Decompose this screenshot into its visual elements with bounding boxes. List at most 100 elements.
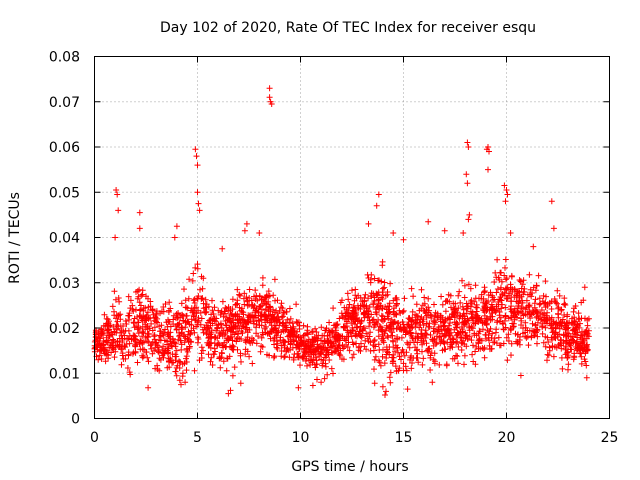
data-point — [349, 328, 356, 334]
data-point — [383, 306, 390, 313]
data-point — [274, 345, 281, 352]
data-point — [111, 288, 118, 295]
data-point — [273, 332, 280, 339]
data-point — [280, 337, 287, 344]
data-point — [564, 355, 571, 361]
data-point — [370, 316, 377, 323]
data-point — [432, 358, 438, 365]
data-point — [392, 348, 398, 355]
data-point — [179, 329, 185, 336]
data-point — [565, 361, 572, 368]
data-point — [413, 301, 420, 308]
data-point — [122, 344, 129, 351]
data-point — [258, 322, 265, 329]
data-point — [234, 335, 241, 342]
data-point — [461, 352, 468, 359]
data-point — [96, 335, 103, 342]
y-tick-label: 0.06 — [49, 140, 80, 156]
data-point — [557, 337, 564, 344]
data-point — [195, 336, 202, 342]
data-point — [379, 353, 386, 360]
data-point — [118, 361, 125, 368]
data-point — [102, 358, 109, 365]
data-point — [440, 322, 447, 329]
data-point — [117, 316, 124, 323]
data-point — [318, 379, 325, 386]
data-point — [485, 332, 492, 339]
data-point — [295, 334, 302, 340]
data-point — [108, 349, 115, 356]
data-point — [425, 295, 432, 302]
data-point — [578, 299, 585, 306]
data-point — [402, 363, 409, 370]
data-point — [548, 316, 555, 323]
data-point — [459, 277, 465, 284]
data-point — [371, 275, 378, 282]
data-point — [291, 338, 298, 345]
data-point — [300, 322, 307, 329]
data-point — [362, 291, 369, 298]
data-point — [118, 345, 125, 352]
axis-ticks — [94, 56, 610, 419]
data-point — [455, 292, 462, 299]
data-point — [546, 344, 553, 351]
data-point — [134, 359, 141, 366]
data-point — [132, 341, 139, 348]
data-point — [253, 314, 259, 321]
data-point — [483, 321, 490, 328]
data-point — [195, 317, 202, 324]
data-point — [115, 207, 122, 214]
data-point — [274, 319, 281, 325]
data-point — [548, 198, 555, 205]
data-point — [125, 293, 132, 300]
data-point — [229, 372, 236, 379]
data-point — [182, 335, 189, 342]
data-point — [185, 328, 192, 335]
data-point — [354, 302, 361, 309]
data-point — [475, 319, 482, 325]
data-point — [379, 289, 386, 296]
data-point — [192, 264, 199, 271]
data-point — [329, 328, 336, 335]
data-point — [481, 284, 488, 291]
data-point — [182, 324, 189, 331]
data-point — [166, 364, 173, 371]
data-point — [351, 310, 357, 317]
data-point — [276, 308, 283, 314]
data-point — [501, 289, 508, 296]
data-point — [354, 318, 361, 325]
data-point — [420, 316, 427, 323]
data-point — [171, 339, 177, 346]
data-point — [151, 333, 158, 340]
data-point — [408, 318, 415, 325]
data-point — [205, 341, 212, 348]
data-point — [365, 275, 372, 281]
data-point — [532, 321, 539, 328]
y-tick-label: 0.03 — [49, 276, 80, 292]
data-point — [366, 323, 372, 330]
data-point — [285, 338, 292, 345]
data-point — [258, 334, 265, 341]
data-point — [183, 312, 190, 319]
data-point — [153, 311, 160, 318]
data-point — [275, 314, 282, 321]
data-point — [485, 298, 492, 305]
data-point — [138, 338, 144, 345]
data-point — [367, 292, 374, 299]
data-point — [375, 341, 382, 348]
data-point — [508, 352, 514, 359]
data-point — [178, 346, 185, 353]
data-point — [381, 360, 388, 367]
data-point — [178, 341, 185, 348]
data-point — [369, 317, 376, 324]
data-point — [323, 351, 330, 358]
data-point — [453, 352, 459, 359]
data-point — [539, 312, 546, 318]
data-point — [366, 304, 373, 310]
data-point — [421, 332, 428, 339]
data-point — [415, 359, 422, 366]
data-point — [461, 282, 468, 289]
data-point — [493, 289, 500, 296]
data-point — [266, 85, 273, 92]
data-point — [261, 325, 268, 332]
